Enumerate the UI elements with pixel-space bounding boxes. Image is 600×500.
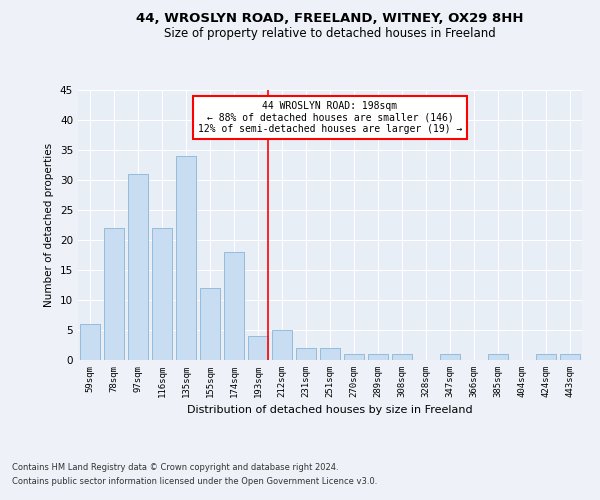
Bar <box>536 354 556 360</box>
Bar <box>200 288 220 360</box>
Y-axis label: Number of detached properties: Number of detached properties <box>44 143 55 307</box>
Bar <box>128 174 148 360</box>
Bar <box>320 348 340 360</box>
Text: Contains HM Land Registry data © Crown copyright and database right 2024.: Contains HM Land Registry data © Crown c… <box>12 464 338 472</box>
Text: 44 WROSLYN ROAD: 198sqm
← 88% of detached houses are smaller (146)
12% of semi-d: 44 WROSLYN ROAD: 198sqm ← 88% of detache… <box>198 101 462 134</box>
Bar <box>488 354 508 360</box>
Bar <box>272 330 292 360</box>
Bar <box>440 354 460 360</box>
Bar <box>176 156 196 360</box>
Bar <box>248 336 268 360</box>
Bar <box>368 354 388 360</box>
Bar <box>296 348 316 360</box>
Bar <box>80 324 100 360</box>
X-axis label: Distribution of detached houses by size in Freeland: Distribution of detached houses by size … <box>187 406 473 415</box>
Bar <box>224 252 244 360</box>
Text: Contains public sector information licensed under the Open Government Licence v3: Contains public sector information licen… <box>12 477 377 486</box>
Bar <box>344 354 364 360</box>
Bar <box>104 228 124 360</box>
Text: Size of property relative to detached houses in Freeland: Size of property relative to detached ho… <box>164 28 496 40</box>
Text: 44, WROSLYN ROAD, FREELAND, WITNEY, OX29 8HH: 44, WROSLYN ROAD, FREELAND, WITNEY, OX29… <box>136 12 524 26</box>
Bar <box>560 354 580 360</box>
Bar <box>152 228 172 360</box>
Bar <box>392 354 412 360</box>
